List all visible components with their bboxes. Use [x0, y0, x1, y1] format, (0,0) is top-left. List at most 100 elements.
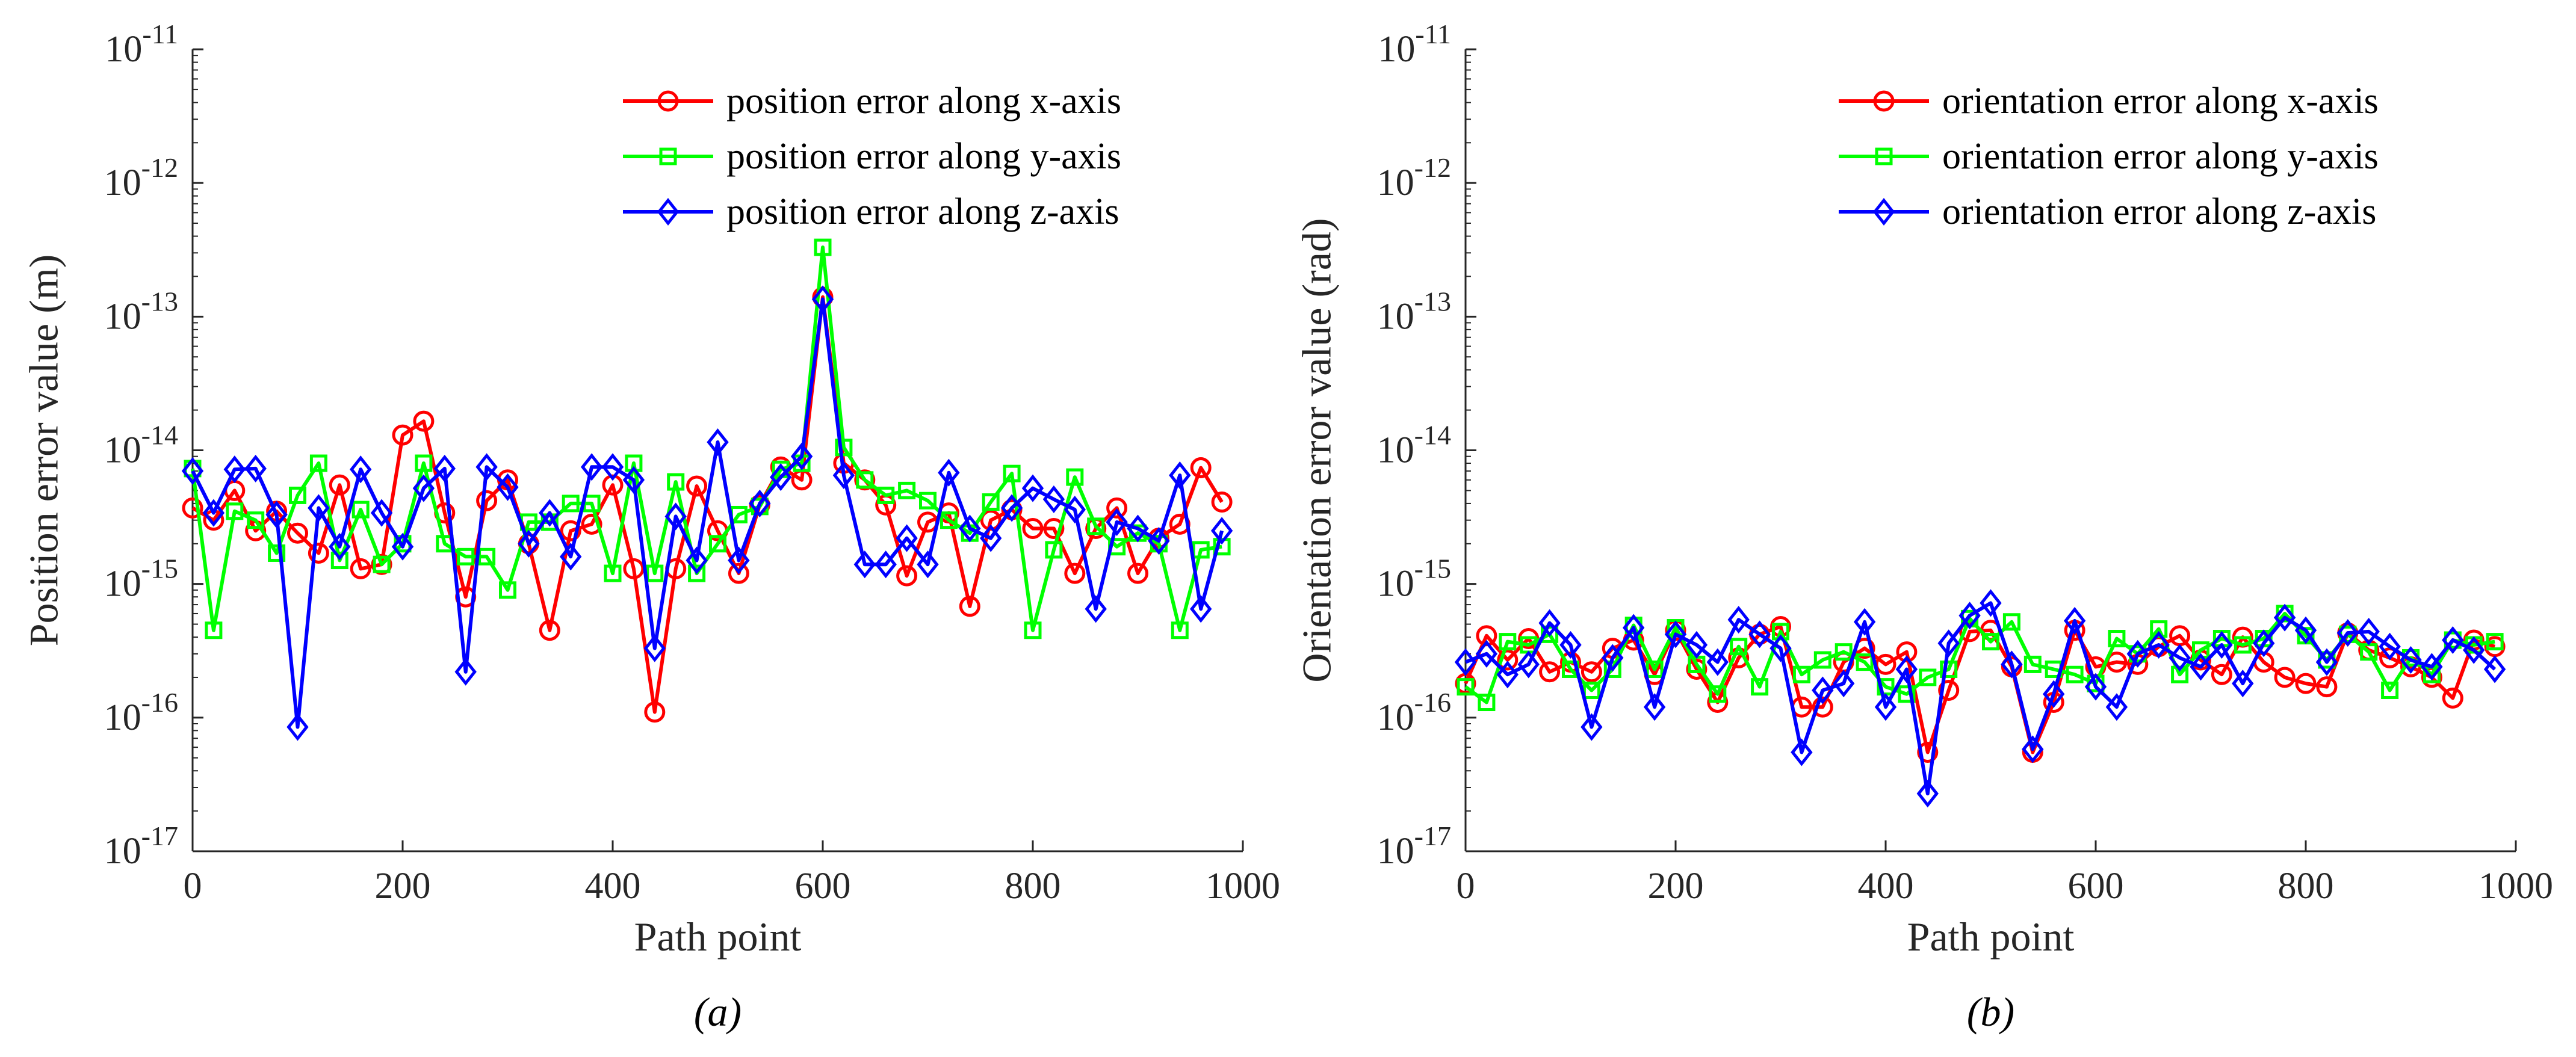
- y-tick-base: 10: [104, 296, 141, 337]
- data-point-diamond: [2336, 619, 2359, 647]
- y-tick-base: 10: [104, 697, 141, 738]
- data-point-diamond: [2043, 680, 2065, 708]
- data-point-diamond: [1853, 608, 1876, 636]
- data-point-square: [982, 493, 1000, 511]
- data-point-diamond: [1064, 496, 1086, 524]
- data-point-diamond: [1475, 639, 1498, 668]
- data-point-square: [289, 486, 306, 504]
- y-tick-label: 10-12: [1377, 152, 1451, 203]
- data-point-circle: [1539, 661, 1561, 683]
- data-point-square: [667, 473, 685, 491]
- data-point-square: [1751, 678, 1769, 696]
- data-point-square: [1478, 694, 1496, 712]
- legend-label: position error along z-axis: [726, 191, 1119, 232]
- data-point-circle: [329, 474, 350, 496]
- data-point-diamond: [2253, 629, 2275, 658]
- legend-label: orientation error along x-axis: [1942, 81, 2379, 122]
- data-point-diamond: [1581, 713, 1603, 741]
- data-point-circle: [1190, 457, 1212, 479]
- data-point-circle: [1917, 742, 1939, 763]
- data-point-diamond: [454, 658, 477, 686]
- data-point-diamond: [686, 546, 708, 575]
- data-point-diamond: [433, 454, 456, 482]
- data-point-diamond: [475, 453, 498, 481]
- data-point-diamond: [1874, 693, 1897, 721]
- data-point-square: [1457, 678, 1475, 696]
- data-point-diamond: [2147, 630, 2170, 659]
- y-axis-label: Position error value (m): [21, 254, 67, 647]
- y-tick-label: 10-13: [104, 286, 178, 337]
- data-point-diamond: [2294, 616, 2317, 644]
- data-point-circle: [896, 565, 918, 587]
- data-point-circle: [560, 520, 581, 541]
- y-tick-label: 10-14: [1377, 420, 1451, 471]
- data-point-diamond: [2063, 606, 2086, 635]
- data-point-diamond: [1169, 461, 1191, 490]
- data-point-diamond: [286, 713, 309, 741]
- data-point-diamond: [643, 634, 666, 662]
- y-tick-label: 10-17: [1377, 821, 1451, 872]
- data-point-square: [2066, 665, 2084, 683]
- y-tick-label: 10-16: [104, 687, 178, 738]
- panel-b: 0 200 400 600 800 100010-1710-1610-1510-1410-…: [1294, 19, 2553, 1035]
- data-point-square: [562, 495, 580, 513]
- data-point-diamond: [2022, 735, 2044, 763]
- data-point-square: [940, 511, 958, 529]
- data-point-diamond: [896, 524, 918, 552]
- data-point-square: [2023, 655, 2042, 673]
- y-tick-exponent: -16: [1414, 687, 1451, 718]
- data-point-square: [373, 555, 391, 573]
- legend-marker-diamond: [1872, 197, 1895, 226]
- y-tick-base: 10: [1377, 430, 1414, 471]
- data-point-diamond: [601, 453, 624, 481]
- data-point-square: [268, 544, 286, 562]
- data-point-square: [309, 454, 327, 472]
- data-point-circle: [854, 469, 876, 491]
- data-point-diamond: [2273, 603, 2296, 632]
- data-point-square: [814, 238, 832, 256]
- y-tick-exponent: -13: [1414, 286, 1451, 316]
- data-point-diamond: [580, 453, 603, 481]
- x-tick-label: 600: [795, 866, 851, 907]
- legend-label: position error along y-axis: [726, 136, 1121, 177]
- data-point-diamond: [2190, 653, 2212, 681]
- data-point-square: [1940, 660, 1958, 678]
- y-tick-exponent: -14: [1414, 420, 1451, 451]
- data-point-diamond: [1791, 738, 1813, 766]
- y-tick-base: 10: [1377, 162, 1414, 203]
- data-point-diamond: [370, 499, 393, 527]
- data-point-diamond: [1727, 606, 1750, 634]
- data-point-diamond: [664, 502, 687, 531]
- data-point-circle: [581, 513, 602, 535]
- data-point-diamond: [518, 529, 540, 558]
- data-point-circle: [959, 596, 980, 617]
- data-point-square: [1919, 668, 1937, 686]
- x-tick-label: 800: [1005, 866, 1061, 907]
- data-point-square: [330, 552, 348, 570]
- data-point-diamond: [707, 428, 729, 457]
- data-point-circle: [539, 620, 560, 641]
- data-point-diamond: [811, 285, 834, 313]
- data-point-diamond: [875, 550, 897, 579]
- series-orientation-error-along-z-axis: [1454, 589, 2506, 808]
- data-point-square: [2234, 636, 2252, 654]
- data-point-circle: [1938, 679, 1960, 701]
- data-point-diamond: [790, 442, 813, 470]
- data-point-diamond: [2483, 655, 2506, 683]
- legend-marker-diamond: [657, 197, 680, 226]
- data-point-circle: [1064, 562, 1086, 584]
- data-point-circle: [644, 701, 666, 723]
- legend-label: orientation error along y-axis: [1942, 136, 2379, 177]
- x-tick-label: 1000: [2478, 866, 2553, 907]
- panel-caption: (b): [1967, 989, 2014, 1035]
- data-point-diamond: [2105, 693, 2128, 721]
- data-point-square: [919, 492, 937, 510]
- data-point-square: [688, 564, 706, 582]
- y-tick-base: 10: [1377, 697, 1414, 738]
- y-tick-exponent: -17: [1414, 821, 1451, 851]
- panel-a: 0 200 400 600 800 100010-1710-1610-1510-1410-…: [21, 19, 1280, 1035]
- data-point-diamond: [181, 457, 204, 485]
- data-point-diamond: [1148, 527, 1170, 555]
- data-point-square: [205, 621, 223, 639]
